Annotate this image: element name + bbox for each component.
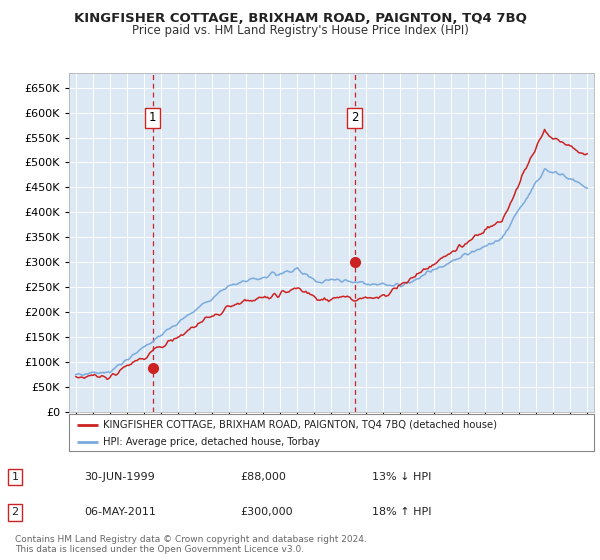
Text: HPI: Average price, detached house, Torbay: HPI: Average price, detached house, Torb… (103, 437, 320, 447)
Text: 1: 1 (11, 472, 19, 482)
Text: 2: 2 (351, 111, 358, 124)
Text: 2: 2 (11, 507, 19, 517)
Text: KINGFISHER COTTAGE, BRIXHAM ROAD, PAIGNTON, TQ4 7BQ: KINGFISHER COTTAGE, BRIXHAM ROAD, PAIGNT… (74, 12, 526, 25)
Text: KINGFISHER COTTAGE, BRIXHAM ROAD, PAIGNTON, TQ4 7BQ (detached house): KINGFISHER COTTAGE, BRIXHAM ROAD, PAIGNT… (103, 419, 497, 430)
Text: 13% ↓ HPI: 13% ↓ HPI (372, 472, 431, 482)
Text: 30-JUN-1999: 30-JUN-1999 (84, 472, 155, 482)
Text: Price paid vs. HM Land Registry's House Price Index (HPI): Price paid vs. HM Land Registry's House … (131, 24, 469, 36)
Text: £300,000: £300,000 (240, 507, 293, 517)
Text: 1: 1 (149, 111, 156, 124)
Text: Contains HM Land Registry data © Crown copyright and database right 2024.
This d: Contains HM Land Registry data © Crown c… (15, 535, 367, 554)
Text: £88,000: £88,000 (240, 472, 286, 482)
Text: 18% ↑ HPI: 18% ↑ HPI (372, 507, 431, 517)
Text: 06-MAY-2011: 06-MAY-2011 (84, 507, 156, 517)
